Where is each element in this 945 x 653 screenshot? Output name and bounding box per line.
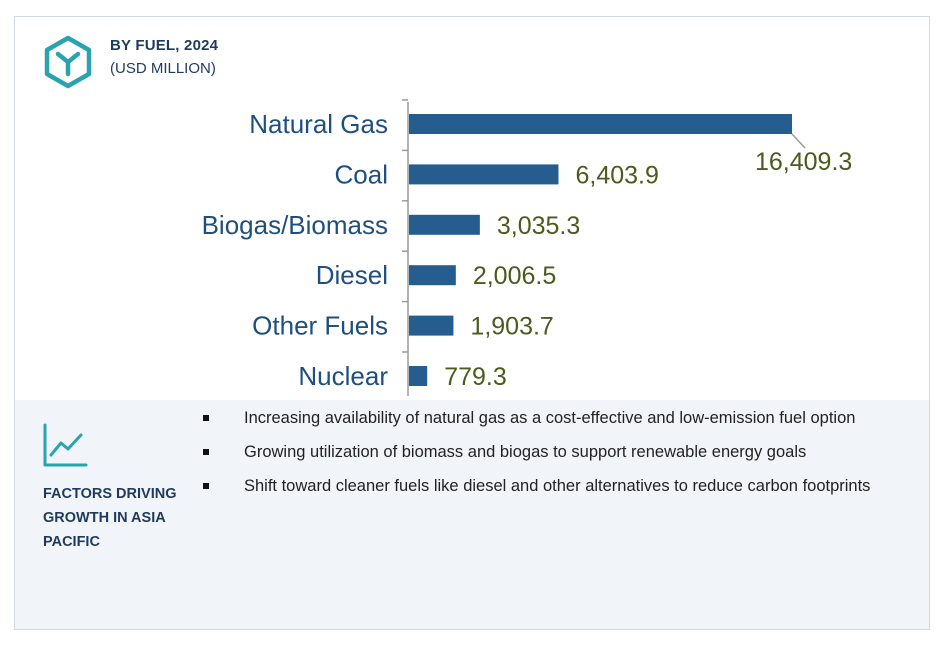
bar-nuclear bbox=[409, 366, 428, 386]
bar-biogas-biomass bbox=[409, 214, 480, 235]
value-label: 1,903.7 bbox=[470, 313, 553, 341]
factors-title: FACTORS DRIVING GROWTH IN ASIA PACIFIC bbox=[43, 486, 177, 550]
category-label: Coal bbox=[335, 159, 388, 189]
value-label: 3,035.3 bbox=[497, 212, 580, 240]
hexagon-y-logo-icon bbox=[44, 35, 92, 89]
bullet-icon bbox=[203, 415, 209, 421]
factor-item: Increasing availability of natural gas a… bbox=[203, 404, 923, 433]
chart-title: BY FUEL, 2024 bbox=[110, 37, 219, 54]
bar-other-fuels bbox=[409, 315, 454, 336]
factor-item: Shift toward cleaner fuels like diesel a… bbox=[203, 472, 923, 501]
bullet-icon bbox=[203, 483, 209, 489]
bar-coal bbox=[409, 164, 559, 185]
chart-card: BY FUEL, 2024 (USD MILLION) Natural Gas 1… bbox=[14, 16, 930, 630]
bar-natural-gas bbox=[409, 114, 792, 134]
factors-panel: FACTORS DRIVING GROWTH IN ASIA PACIFIC I… bbox=[15, 400, 929, 629]
leader-line bbox=[791, 133, 806, 149]
factor-text: Increasing availability of natural gas a… bbox=[244, 409, 856, 427]
category-label: Natural Gas bbox=[249, 109, 388, 139]
value-label: 779.3 bbox=[444, 363, 507, 391]
value-label: 2,006.5 bbox=[473, 262, 556, 290]
category-label: Diesel bbox=[316, 260, 388, 290]
factor-text: Growing utilization of biomass and bioga… bbox=[244, 443, 807, 461]
bar-diesel bbox=[409, 265, 456, 286]
value-label: 6,403.9 bbox=[575, 161, 658, 189]
factor-text: Shift toward cleaner fuels like diesel a… bbox=[244, 477, 871, 495]
category-label: Nuclear bbox=[298, 361, 388, 391]
category-label: Other Fuels bbox=[252, 311, 388, 341]
factor-item: Growing utilization of biomass and bioga… bbox=[203, 438, 923, 467]
trend-line-chart-icon bbox=[43, 423, 88, 467]
bar-chart: Natural Gas 16,409.3 Coal 6,403.9 Biogas/Bio… bbox=[202, 99, 852, 396]
chart-subtitle: (USD MILLION) bbox=[110, 60, 216, 77]
bullet-icon bbox=[203, 449, 209, 455]
factors-list: Increasing availability of natural gas a… bbox=[203, 404, 923, 506]
value-label: 16,409.3 bbox=[755, 148, 852, 176]
category-label: Biogas/Biomass bbox=[202, 210, 388, 240]
